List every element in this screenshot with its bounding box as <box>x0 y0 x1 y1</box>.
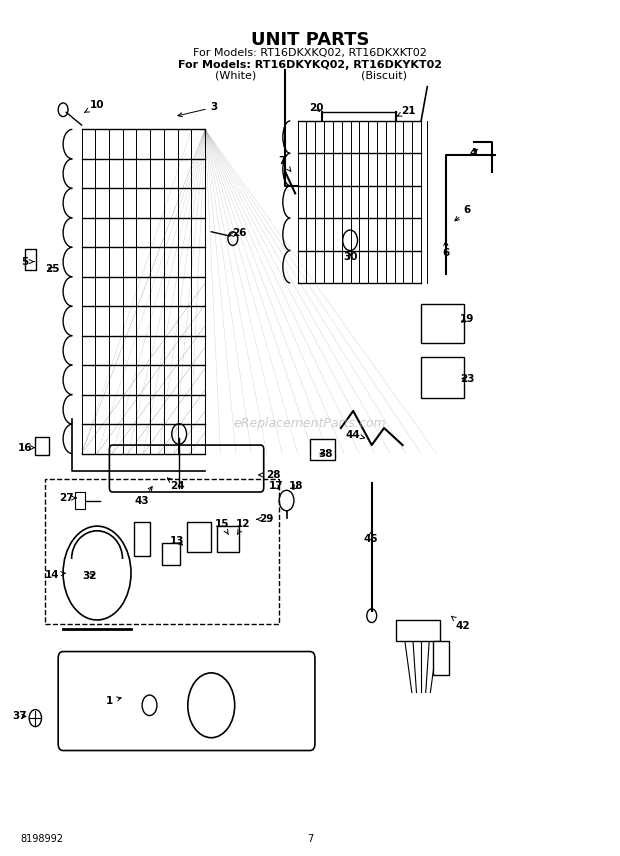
Text: For Models: RT16DKYKQ02, RT16DKYKT02: For Models: RT16DKYKQ02, RT16DKYKT02 <box>178 60 442 69</box>
Text: 32: 32 <box>82 571 97 580</box>
Text: 45: 45 <box>363 531 378 544</box>
Text: 3: 3 <box>178 102 218 116</box>
Bar <box>25 249 36 270</box>
Text: 43: 43 <box>135 486 152 506</box>
Bar <box>421 304 464 342</box>
Bar <box>310 439 335 461</box>
Bar <box>433 641 449 675</box>
Text: 38: 38 <box>318 449 333 459</box>
Bar <box>162 544 180 564</box>
Text: (White): (White) <box>215 70 257 80</box>
Bar <box>134 522 149 556</box>
Bar <box>218 526 239 552</box>
Text: 23: 23 <box>460 373 475 383</box>
Text: 20: 20 <box>309 103 324 113</box>
Text: 27: 27 <box>59 493 76 503</box>
Text: 10: 10 <box>84 100 104 112</box>
Text: 5: 5 <box>21 257 34 266</box>
Text: 18: 18 <box>289 481 304 491</box>
Text: 26: 26 <box>229 229 246 239</box>
Text: 12: 12 <box>236 520 250 534</box>
Text: (Biscuit): (Biscuit) <box>361 70 407 80</box>
Text: 42: 42 <box>451 616 471 631</box>
Text: 17: 17 <box>268 481 283 491</box>
Text: 37: 37 <box>12 711 27 722</box>
Text: eReplacementParts.com: eReplacementParts.com <box>234 417 386 431</box>
Text: 19: 19 <box>460 314 474 324</box>
Bar <box>187 522 211 552</box>
Text: 28: 28 <box>259 470 280 480</box>
Text: 15: 15 <box>215 520 229 534</box>
Bar <box>76 492 85 509</box>
Text: 21: 21 <box>397 105 416 116</box>
Text: 13: 13 <box>170 536 185 545</box>
Bar <box>45 479 279 624</box>
Text: 14: 14 <box>45 570 65 580</box>
Text: 4: 4 <box>470 148 477 158</box>
Text: 7: 7 <box>307 835 313 844</box>
Text: 29: 29 <box>257 514 274 524</box>
Text: 8198992: 8198992 <box>20 835 63 844</box>
Bar <box>396 620 440 641</box>
Text: 44: 44 <box>346 430 365 440</box>
Text: UNIT PARTS: UNIT PARTS <box>250 31 370 49</box>
Text: For Models: RT16DKXKQ02, RT16DKXKT02: For Models: RT16DKXKQ02, RT16DKXKT02 <box>193 49 427 58</box>
Text: 1: 1 <box>106 696 121 706</box>
Bar <box>421 357 464 398</box>
Text: 7: 7 <box>278 156 291 171</box>
Bar <box>35 437 49 455</box>
Text: 30: 30 <box>343 253 357 262</box>
Text: 16: 16 <box>17 443 35 453</box>
Text: 25: 25 <box>45 265 60 274</box>
Text: 24: 24 <box>167 478 185 491</box>
Text: 6: 6 <box>442 241 450 259</box>
Text: 6: 6 <box>455 205 471 221</box>
